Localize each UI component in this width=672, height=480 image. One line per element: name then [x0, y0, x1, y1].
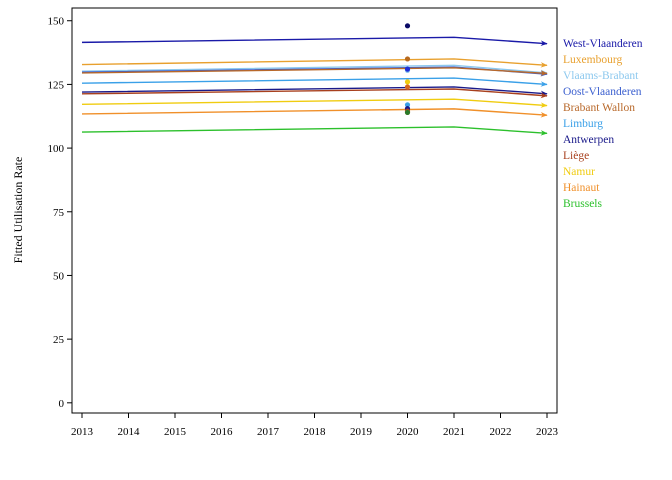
x-tick-label: 2017: [257, 426, 280, 438]
x-tick-label: 2021: [443, 426, 465, 438]
series-line-antwerpen: [81, 86, 548, 97]
series-line-brabant-wallon: [81, 67, 548, 76]
legend-entry: West-Vlaanderen: [563, 38, 643, 50]
points-2020: [404, 23, 411, 116]
legend-entry: Brabant Wallon: [563, 102, 635, 114]
series-line-luxembourg: [81, 58, 548, 68]
data-point-2020: [404, 23, 411, 29]
series-line-vlaams-brabant: [81, 64, 548, 76]
legend-entry: Oost-Vlaanderen: [563, 86, 642, 98]
series-line-brussels: [81, 126, 548, 136]
y-tick-label: 25: [53, 334, 65, 346]
x-tick-label: 2013: [71, 426, 94, 438]
x-tick-label: 2019: [350, 426, 373, 438]
series-line-namur: [81, 98, 548, 108]
series-line-li-ge: [81, 88, 548, 99]
x-tick-label: 2015: [164, 426, 187, 438]
legend-entry: Vlaams-Brabant: [563, 70, 639, 82]
y-tick-label: 100: [48, 143, 65, 155]
x-tick-label: 2023: [536, 426, 559, 438]
x-tick-label: 2022: [490, 426, 512, 438]
data-point-2020: [404, 56, 411, 62]
x-tick-label: 2018: [304, 426, 327, 438]
series-line-limburg: [81, 77, 548, 87]
data-point-2020: [404, 102, 411, 108]
legend: West-Vlaanderen Luxembourg Vlaams-Brabant O…: [563, 38, 643, 210]
legend-entry: Namur: [563, 166, 595, 178]
x-tick-label: 2020: [397, 426, 420, 438]
series-line-hainaut: [81, 108, 548, 118]
x-tick-label: 2016: [211, 426, 234, 438]
data-point-2020: [404, 109, 411, 116]
legend-entry: Limburg: [563, 118, 603, 130]
y-tick-label: 150: [48, 16, 65, 28]
y-axis: 0 25 50 75 100 125 150: [48, 16, 72, 410]
y-tick-label: 0: [59, 398, 65, 410]
data-point-2020: [404, 66, 411, 72]
data-point-2020: [404, 79, 411, 85]
y-axis-title: Fitted Utilisation Rate: [11, 157, 25, 264]
legend-entry: Liège: [563, 150, 589, 162]
y-tick-label: 75: [53, 207, 65, 219]
data-point-2020: [404, 84, 411, 90]
series-line-west-vlaanderen: [81, 36, 548, 47]
legend-entry: Luxembourg: [563, 54, 622, 66]
series-lines: [81, 36, 548, 136]
x-axis: 2013 2014 2015 2016 2017 2018 2019 2020 2021 2022…: [71, 413, 559, 438]
legend-entry: Brussels: [563, 198, 603, 210]
x-tick-label: 2014: [118, 426, 141, 438]
legend-entry: Hainaut: [563, 182, 600, 194]
y-tick-label: 125: [48, 79, 65, 91]
legend-entry: Antwerpen: [563, 134, 614, 146]
y-tick-label: 50: [53, 270, 65, 282]
